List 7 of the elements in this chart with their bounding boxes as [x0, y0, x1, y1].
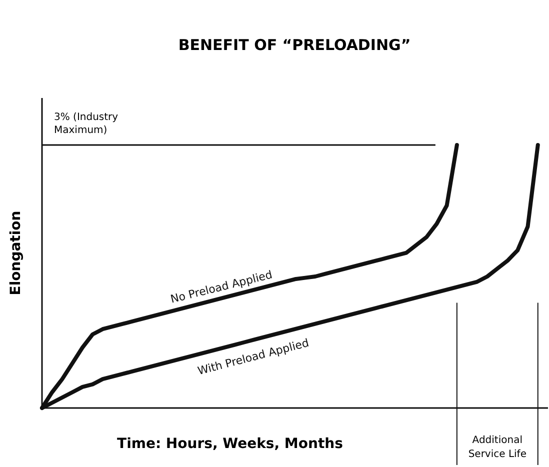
chart-title: BENEFIT OF “PRELOADING” [178, 36, 411, 54]
y-axis-title: Elongation [8, 210, 24, 296]
ref-line-label: 3% (Industry Maximum) [54, 112, 118, 136]
text: No Preload Applied [169, 268, 274, 306]
text: Additional Service Life [468, 435, 526, 460]
text: With Preload Applied [196, 336, 310, 378]
x-axis-title: Time: Hours, Weeks, Months [117, 436, 343, 452]
